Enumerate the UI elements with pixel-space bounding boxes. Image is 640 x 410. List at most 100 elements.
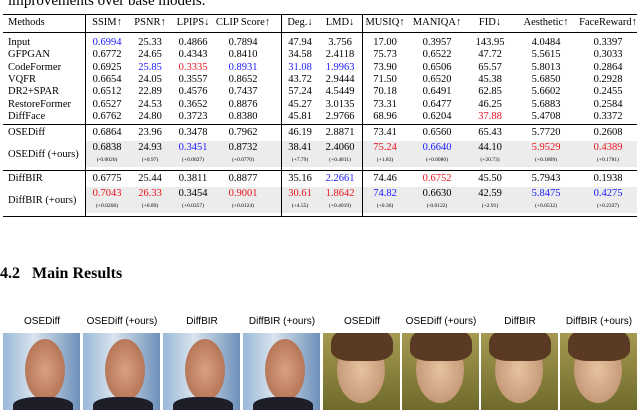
cell: 3.756 — [328, 37, 352, 48]
method-name: GFPGAN — [8, 49, 51, 61]
delta: (+0.0080) — [426, 157, 448, 164]
cell: 0.6775 — [92, 173, 122, 185]
image-panel — [323, 333, 400, 410]
cell: 0.8410 — [228, 49, 258, 61]
top-rule — [3, 14, 637, 16]
image-label: DiffBIR (+ours) — [248, 316, 316, 327]
cell: 65.57 — [478, 61, 502, 73]
face — [25, 339, 65, 401]
delta: (+2.91) — [481, 203, 499, 210]
delta: (+0.1781) — [597, 157, 619, 164]
cell: 0.8732 — [228, 142, 258, 154]
column-header: FaceReward↑ — [579, 17, 637, 28]
cell: 22.89 — [138, 86, 162, 98]
method-name: VQFR — [8, 73, 37, 85]
hair — [410, 333, 472, 361]
image-label: OSEDiff (+ours) — [86, 316, 158, 327]
cell: 143.95 — [475, 37, 505, 48]
cell: 0.6477 — [422, 98, 452, 110]
cell: 73.41 — [373, 127, 397, 139]
column-header: SSIM↑ — [92, 17, 122, 28]
cell: 0.9001 — [228, 188, 258, 200]
cell: 31.08 — [288, 61, 312, 73]
cell: 43.72 — [288, 73, 312, 85]
delta: (+4.55) — [291, 203, 309, 210]
delta: (+0.0357) — [182, 203, 204, 210]
cell: 5.8475 — [531, 188, 561, 200]
face — [185, 339, 225, 401]
cell: 0.2584 — [593, 98, 623, 110]
cell: 1.9963 — [325, 61, 355, 73]
cell: 0.6560 — [422, 127, 452, 139]
delta: (+1.83) — [376, 157, 394, 164]
cell: 24.05 — [138, 73, 162, 85]
image-label: OSEDiff (+ours) — [405, 316, 477, 327]
cell: 71.50 — [373, 73, 397, 85]
cell: 30.61 — [288, 188, 312, 200]
cell: 25.33 — [138, 37, 162, 48]
cell: 0.6762 — [92, 110, 122, 122]
image-label: OSEDiff — [344, 316, 380, 327]
column-header: LMD↓ — [325, 17, 355, 28]
cell: 0.6752 — [422, 173, 452, 185]
cell: 0.4343 — [178, 49, 208, 61]
cell: 0.6640 — [422, 142, 452, 154]
highlight-row — [86, 187, 637, 214]
image-label: DiffBIR — [504, 316, 536, 327]
cell: 0.6506 — [422, 61, 452, 73]
cell: 5.4708 — [531, 110, 561, 122]
column-header: Methods — [8, 17, 45, 28]
cell: 5.6602 — [531, 86, 561, 98]
cell: 45.81 — [288, 110, 312, 122]
cell: 73.31 — [373, 98, 397, 110]
cell: 0.2864 — [593, 61, 623, 73]
cell: 0.4389 — [593, 142, 623, 154]
suit — [13, 397, 73, 410]
delta: (+0.0124) — [232, 203, 254, 210]
delta: (+0.0770) — [232, 157, 254, 164]
cell: 3.0135 — [325, 98, 355, 110]
header-rule — [3, 32, 637, 33]
cell: 0.8652 — [228, 73, 258, 85]
cell: 0.3557 — [178, 73, 208, 85]
face — [105, 339, 145, 401]
cell: 5.6850 — [531, 73, 561, 85]
cell: 45.38 — [478, 73, 502, 85]
cell: 74.46 — [373, 173, 397, 185]
intro-text: improvements over base models. — [8, 0, 206, 9]
method-name: DR2+SPAR — [8, 86, 60, 98]
hair — [568, 333, 630, 361]
method-name: CodeFormer — [8, 61, 62, 73]
cell: 0.6491 — [422, 86, 452, 98]
column-divider — [362, 15, 363, 217]
cell: 2.9766 — [325, 110, 355, 122]
delta: (+0.4811) — [329, 157, 351, 164]
method-name: DiffBIR — [8, 173, 43, 185]
delta: (+0.4019) — [329, 203, 351, 210]
cell: 5.7943 — [531, 173, 561, 185]
cell: 1.8642 — [325, 188, 355, 200]
cell: 23.96 — [138, 127, 162, 139]
delta: (+20.73) — [480, 157, 500, 164]
cell: 0.7894 — [228, 37, 258, 48]
cell: 5.7720 — [531, 127, 561, 139]
cell: 0.6838 — [92, 142, 122, 154]
cell: 57.24 — [288, 86, 312, 98]
image-panel — [163, 333, 240, 410]
image-label: DiffBIR — [186, 316, 218, 327]
cell: 5.5615 — [531, 49, 561, 61]
cell: 4.0484 — [531, 37, 561, 48]
method-name: DiffFace — [8, 110, 46, 122]
delta: (+0.36) — [376, 203, 394, 210]
image-label: DiffBIR (+ours) — [565, 316, 633, 327]
image-panel — [481, 333, 558, 410]
cell: 0.6864 — [92, 127, 122, 139]
suit — [253, 397, 313, 410]
cell: 0.6512 — [92, 86, 122, 98]
method-name: OSEDiff — [8, 127, 46, 139]
cell: 0.6204 — [422, 110, 452, 122]
method-name: OSEDiff (+ours) — [8, 149, 79, 161]
method-name: RestoreFormer — [8, 98, 71, 110]
cell: 24.93 — [138, 142, 162, 154]
cell: 0.3478 — [178, 127, 208, 139]
